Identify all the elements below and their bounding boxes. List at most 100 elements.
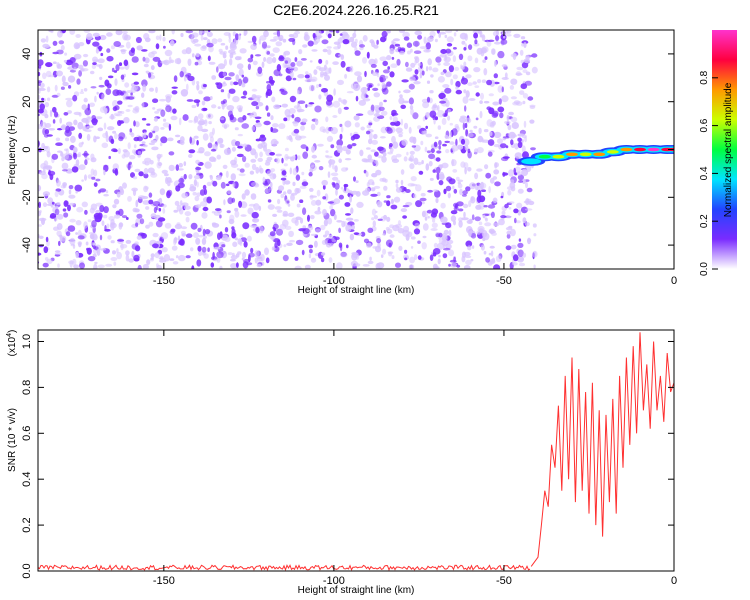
noise-blob bbox=[338, 227, 341, 233]
noise-blob bbox=[284, 153, 289, 161]
noise-blob bbox=[493, 264, 501, 269]
noise-blob bbox=[506, 233, 511, 239]
noise-blob bbox=[207, 247, 210, 252]
noise-blob bbox=[366, 51, 370, 59]
noise-blob bbox=[476, 195, 482, 203]
noise-blob bbox=[200, 33, 204, 41]
noise-blob bbox=[277, 198, 281, 205]
noise-blob bbox=[202, 228, 206, 237]
noise-blob bbox=[455, 138, 458, 147]
noise-blob bbox=[465, 74, 472, 79]
noise-blob bbox=[317, 206, 321, 212]
noise-blob bbox=[486, 40, 492, 47]
noise-blob bbox=[192, 191, 197, 196]
noise-blob bbox=[194, 195, 200, 202]
noise-blob bbox=[94, 214, 102, 223]
noise-blob bbox=[160, 232, 169, 240]
noise-blob bbox=[152, 130, 156, 134]
noise-blob bbox=[276, 209, 283, 213]
noise-blob bbox=[238, 108, 242, 112]
noise-blob bbox=[220, 89, 225, 93]
noise-blob bbox=[237, 251, 242, 255]
noise-blob bbox=[354, 122, 360, 128]
noise-blob bbox=[175, 164, 179, 172]
noise-blob bbox=[389, 234, 395, 238]
noise-blob bbox=[363, 169, 367, 174]
noise-blob bbox=[187, 75, 195, 82]
noise-blob bbox=[220, 42, 226, 46]
noise-blob bbox=[501, 86, 504, 93]
noise-blob bbox=[61, 75, 66, 83]
noise-blob bbox=[239, 48, 247, 54]
noise-blob bbox=[171, 90, 178, 95]
noise-blob bbox=[196, 81, 200, 85]
noise-blob bbox=[399, 50, 405, 55]
noise-blob bbox=[474, 39, 478, 45]
noise-blob bbox=[90, 242, 96, 246]
noise-blob bbox=[397, 46, 402, 52]
noise-blob bbox=[349, 195, 352, 203]
noise-blob bbox=[236, 153, 244, 158]
noise-blob bbox=[250, 247, 254, 254]
noise-blob bbox=[153, 117, 158, 122]
noise-blob bbox=[429, 254, 434, 261]
noise-blob bbox=[438, 92, 446, 100]
noise-blob bbox=[363, 158, 370, 163]
noise-blob bbox=[118, 62, 123, 67]
noise-blob bbox=[62, 153, 69, 160]
noise-blob bbox=[38, 184, 42, 192]
noise-blob bbox=[202, 37, 208, 41]
noise-blob bbox=[460, 138, 466, 145]
noise-blob bbox=[106, 32, 113, 37]
noise-blob bbox=[137, 264, 142, 269]
noise-blob bbox=[432, 103, 436, 112]
noise-blob bbox=[427, 189, 433, 193]
noise-blob bbox=[351, 252, 359, 258]
noise-blob bbox=[294, 30, 300, 35]
noise-blob bbox=[67, 204, 71, 212]
noise-blob bbox=[179, 71, 184, 78]
noise-blob bbox=[94, 95, 97, 103]
noise-blob bbox=[45, 45, 51, 48]
noise-blob bbox=[46, 97, 51, 102]
noise-blob bbox=[468, 98, 476, 101]
noise-blob bbox=[246, 235, 252, 242]
noise-blob bbox=[406, 151, 409, 156]
noise-blob bbox=[83, 150, 88, 158]
noise-blob bbox=[150, 253, 155, 258]
noise-blob bbox=[339, 133, 343, 140]
noise-blob bbox=[95, 178, 101, 182]
noise-blob bbox=[98, 45, 102, 52]
noise-blob bbox=[389, 143, 393, 147]
noise-blob bbox=[160, 109, 166, 117]
noise-blob bbox=[202, 206, 209, 212]
noise-blob bbox=[344, 73, 348, 79]
noise-blob bbox=[308, 244, 314, 249]
noise-blob bbox=[242, 76, 249, 84]
noise-blob bbox=[355, 263, 361, 267]
noise-blob bbox=[503, 35, 506, 39]
noise-blob bbox=[494, 41, 501, 45]
noise-blob bbox=[463, 211, 466, 218]
noise-blob bbox=[184, 211, 191, 217]
noise-blob bbox=[434, 38, 438, 43]
noise-blob bbox=[452, 55, 457, 63]
snr-noise-floor bbox=[38, 564, 531, 571]
noise-blob bbox=[223, 124, 228, 130]
noise-blob bbox=[422, 116, 426, 122]
noise-blob bbox=[244, 162, 250, 168]
noise-blob bbox=[70, 135, 76, 143]
noise-blob bbox=[136, 213, 143, 219]
noise-blob bbox=[451, 144, 459, 152]
y-tick-label: 1.0 bbox=[21, 334, 33, 349]
noise-blob bbox=[222, 164, 228, 169]
noise-blob bbox=[374, 151, 379, 157]
noise-blob bbox=[419, 71, 423, 79]
noise-blob bbox=[379, 136, 386, 139]
noise-blob bbox=[84, 174, 87, 181]
noise-blob bbox=[473, 67, 481, 73]
noise-blob bbox=[188, 154, 193, 158]
noise-blob bbox=[155, 43, 160, 50]
noise-blob bbox=[54, 217, 58, 222]
y-tick-label: 20 bbox=[21, 96, 33, 108]
